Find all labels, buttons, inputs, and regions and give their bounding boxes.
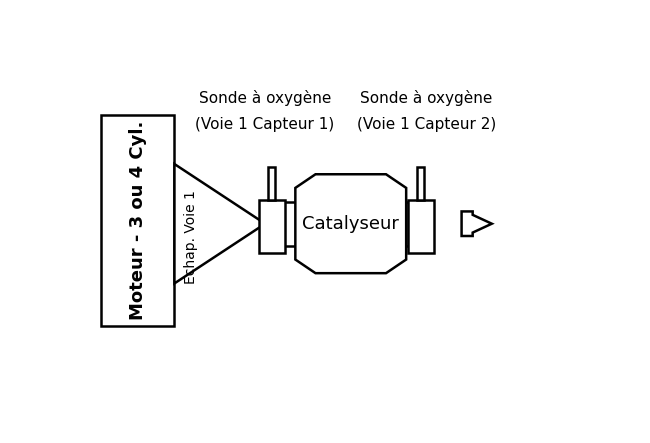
Text: Catalyseur: Catalyseur — [302, 215, 399, 233]
Bar — [284, 202, 296, 246]
Bar — [408, 200, 434, 253]
Bar — [101, 115, 174, 326]
Text: Sonde à oxygène: Sonde à oxygène — [199, 90, 332, 106]
Polygon shape — [174, 164, 265, 284]
Text: Sonde à oxygène: Sonde à oxygène — [360, 90, 493, 106]
Text: (Voie 1 Capteur 2): (Voie 1 Capteur 2) — [357, 117, 496, 132]
Bar — [259, 200, 285, 253]
Text: Moteur - 3 ou 4 Cyl.: Moteur - 3 ou 4 Cyl. — [129, 120, 147, 320]
Text: Echap. Voie 1: Echap. Voie 1 — [184, 190, 198, 284]
Text: (Voie 1 Capteur 1): (Voie 1 Capteur 1) — [196, 117, 335, 132]
Polygon shape — [295, 174, 406, 273]
Bar — [417, 167, 424, 200]
Polygon shape — [462, 211, 492, 236]
Bar — [268, 167, 275, 200]
Bar — [406, 202, 418, 246]
